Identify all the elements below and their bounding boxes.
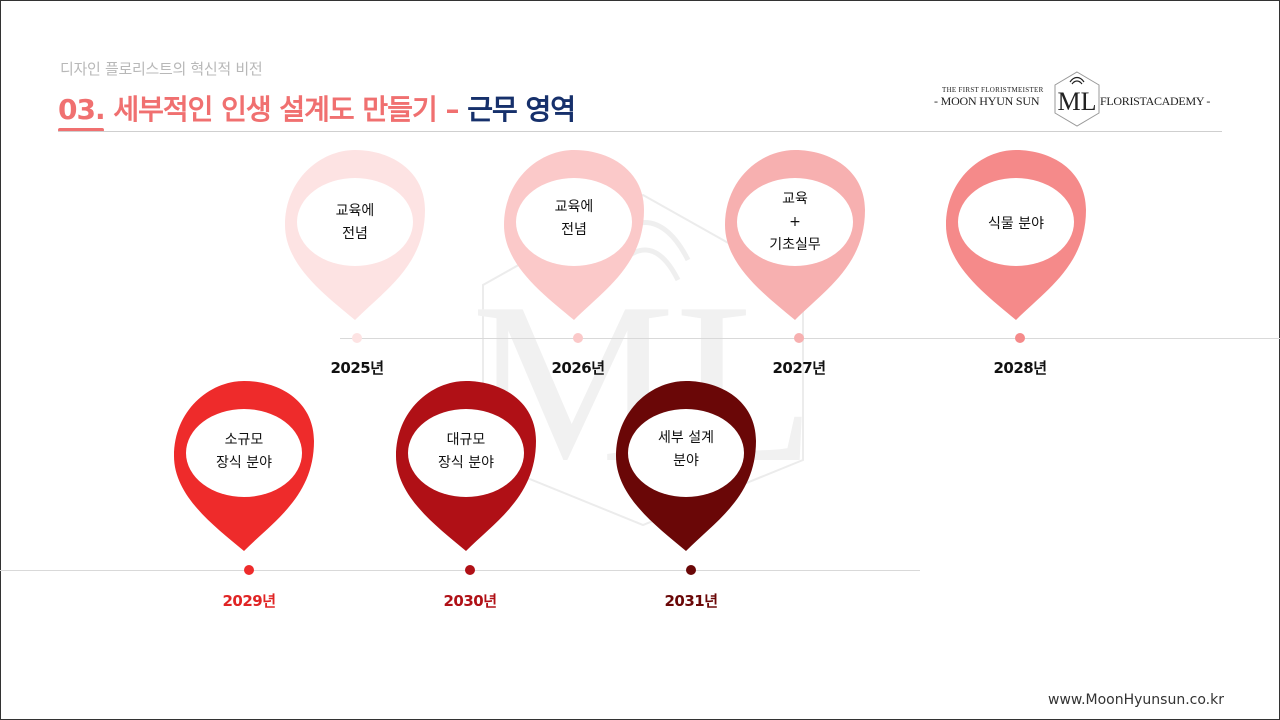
timeline-pin-2026: 교육에 전념 — [504, 150, 664, 340]
logo-right-text: FLORISTACADEMY - — [1100, 94, 1211, 108]
timeline-pin-2025: 교육에 전념 — [285, 150, 445, 340]
pin-marker-icon — [946, 150, 1086, 320]
timeline-line-lower — [0, 570, 920, 571]
pin-label: 소규모 장식 분야 — [216, 432, 272, 471]
timeline-year-2026: 2026년 — [551, 359, 605, 377]
pin-marker-icon — [174, 381, 314, 551]
timeline-year-2025: 2025년 — [330, 359, 384, 377]
title-underline — [58, 128, 104, 132]
timeline-year-2028: 2028년 — [993, 359, 1047, 377]
timeline-pin-2028: 식물 분야 — [946, 150, 1106, 340]
title-accent: 근무 영역 — [467, 93, 576, 126]
pin-marker-icon — [285, 150, 425, 320]
pin-marker-icon — [725, 150, 865, 320]
svg-text:ML: ML — [1058, 87, 1097, 116]
pin-label: 교육 + 기초실무 — [769, 191, 821, 253]
footer-website: www.MoonHyunsun.co.kr — [1048, 692, 1224, 708]
timeline-dot-2031 — [686, 565, 696, 575]
timeline-dot-2029 — [244, 565, 254, 575]
logo-left-text: - MOON HYUN SUN — [934, 94, 1040, 108]
timeline-dot-2026 — [573, 333, 583, 343]
timeline-year-2030: 2030년 — [443, 592, 497, 610]
pin-label: 교육에 전념 — [554, 199, 594, 238]
timeline-pin-2027: 교육 + 기초실무 — [725, 150, 885, 340]
pin-label: 교육에 전념 — [335, 203, 375, 242]
pin-label: 세부 설계 분야 — [658, 430, 714, 469]
pin-marker-icon — [616, 381, 756, 551]
timeline-pin-2031: 세부 설계 분야 — [616, 381, 776, 571]
timeline-dot-2030 — [465, 565, 475, 575]
timeline-dot-2028 — [1015, 333, 1025, 343]
timeline-year-2027: 2027년 — [772, 359, 826, 377]
timeline-dot-2025 — [352, 333, 362, 343]
slide-title: 03. 세부적인 인생 설계도 만들기 – 근무 영역 — [58, 88, 576, 128]
pin-label: 대규모 장식 분야 — [438, 432, 494, 471]
academy-logo: THE FIRST FLORISTMEISTER - MOON HYUN SUN… — [934, 68, 1224, 130]
pin-marker-icon — [396, 381, 536, 551]
timeline-dot-2027 — [794, 333, 804, 343]
logo-small-line: THE FIRST FLORISTMEISTER — [942, 86, 1044, 94]
header-divider — [58, 131, 1222, 132]
pin-label: 식물 분야 — [988, 216, 1044, 232]
timeline-year-2029: 2029년 — [222, 592, 276, 610]
title-main: 03. 세부적인 인생 설계도 만들기 – — [58, 93, 468, 126]
slide-subtitle: 디자인 플로리스트의 혁신적 비전 — [60, 60, 263, 78]
pin-marker-icon — [504, 150, 644, 320]
timeline-pin-2030: 대규모 장식 분야 — [396, 381, 556, 571]
timeline-year-2031: 2031년 — [664, 592, 718, 610]
logo-emblem-icon: ML — [1054, 71, 1100, 127]
timeline-pin-2029: 소규모 장식 분야 — [174, 381, 334, 571]
timeline-line-upper — [340, 338, 1280, 339]
